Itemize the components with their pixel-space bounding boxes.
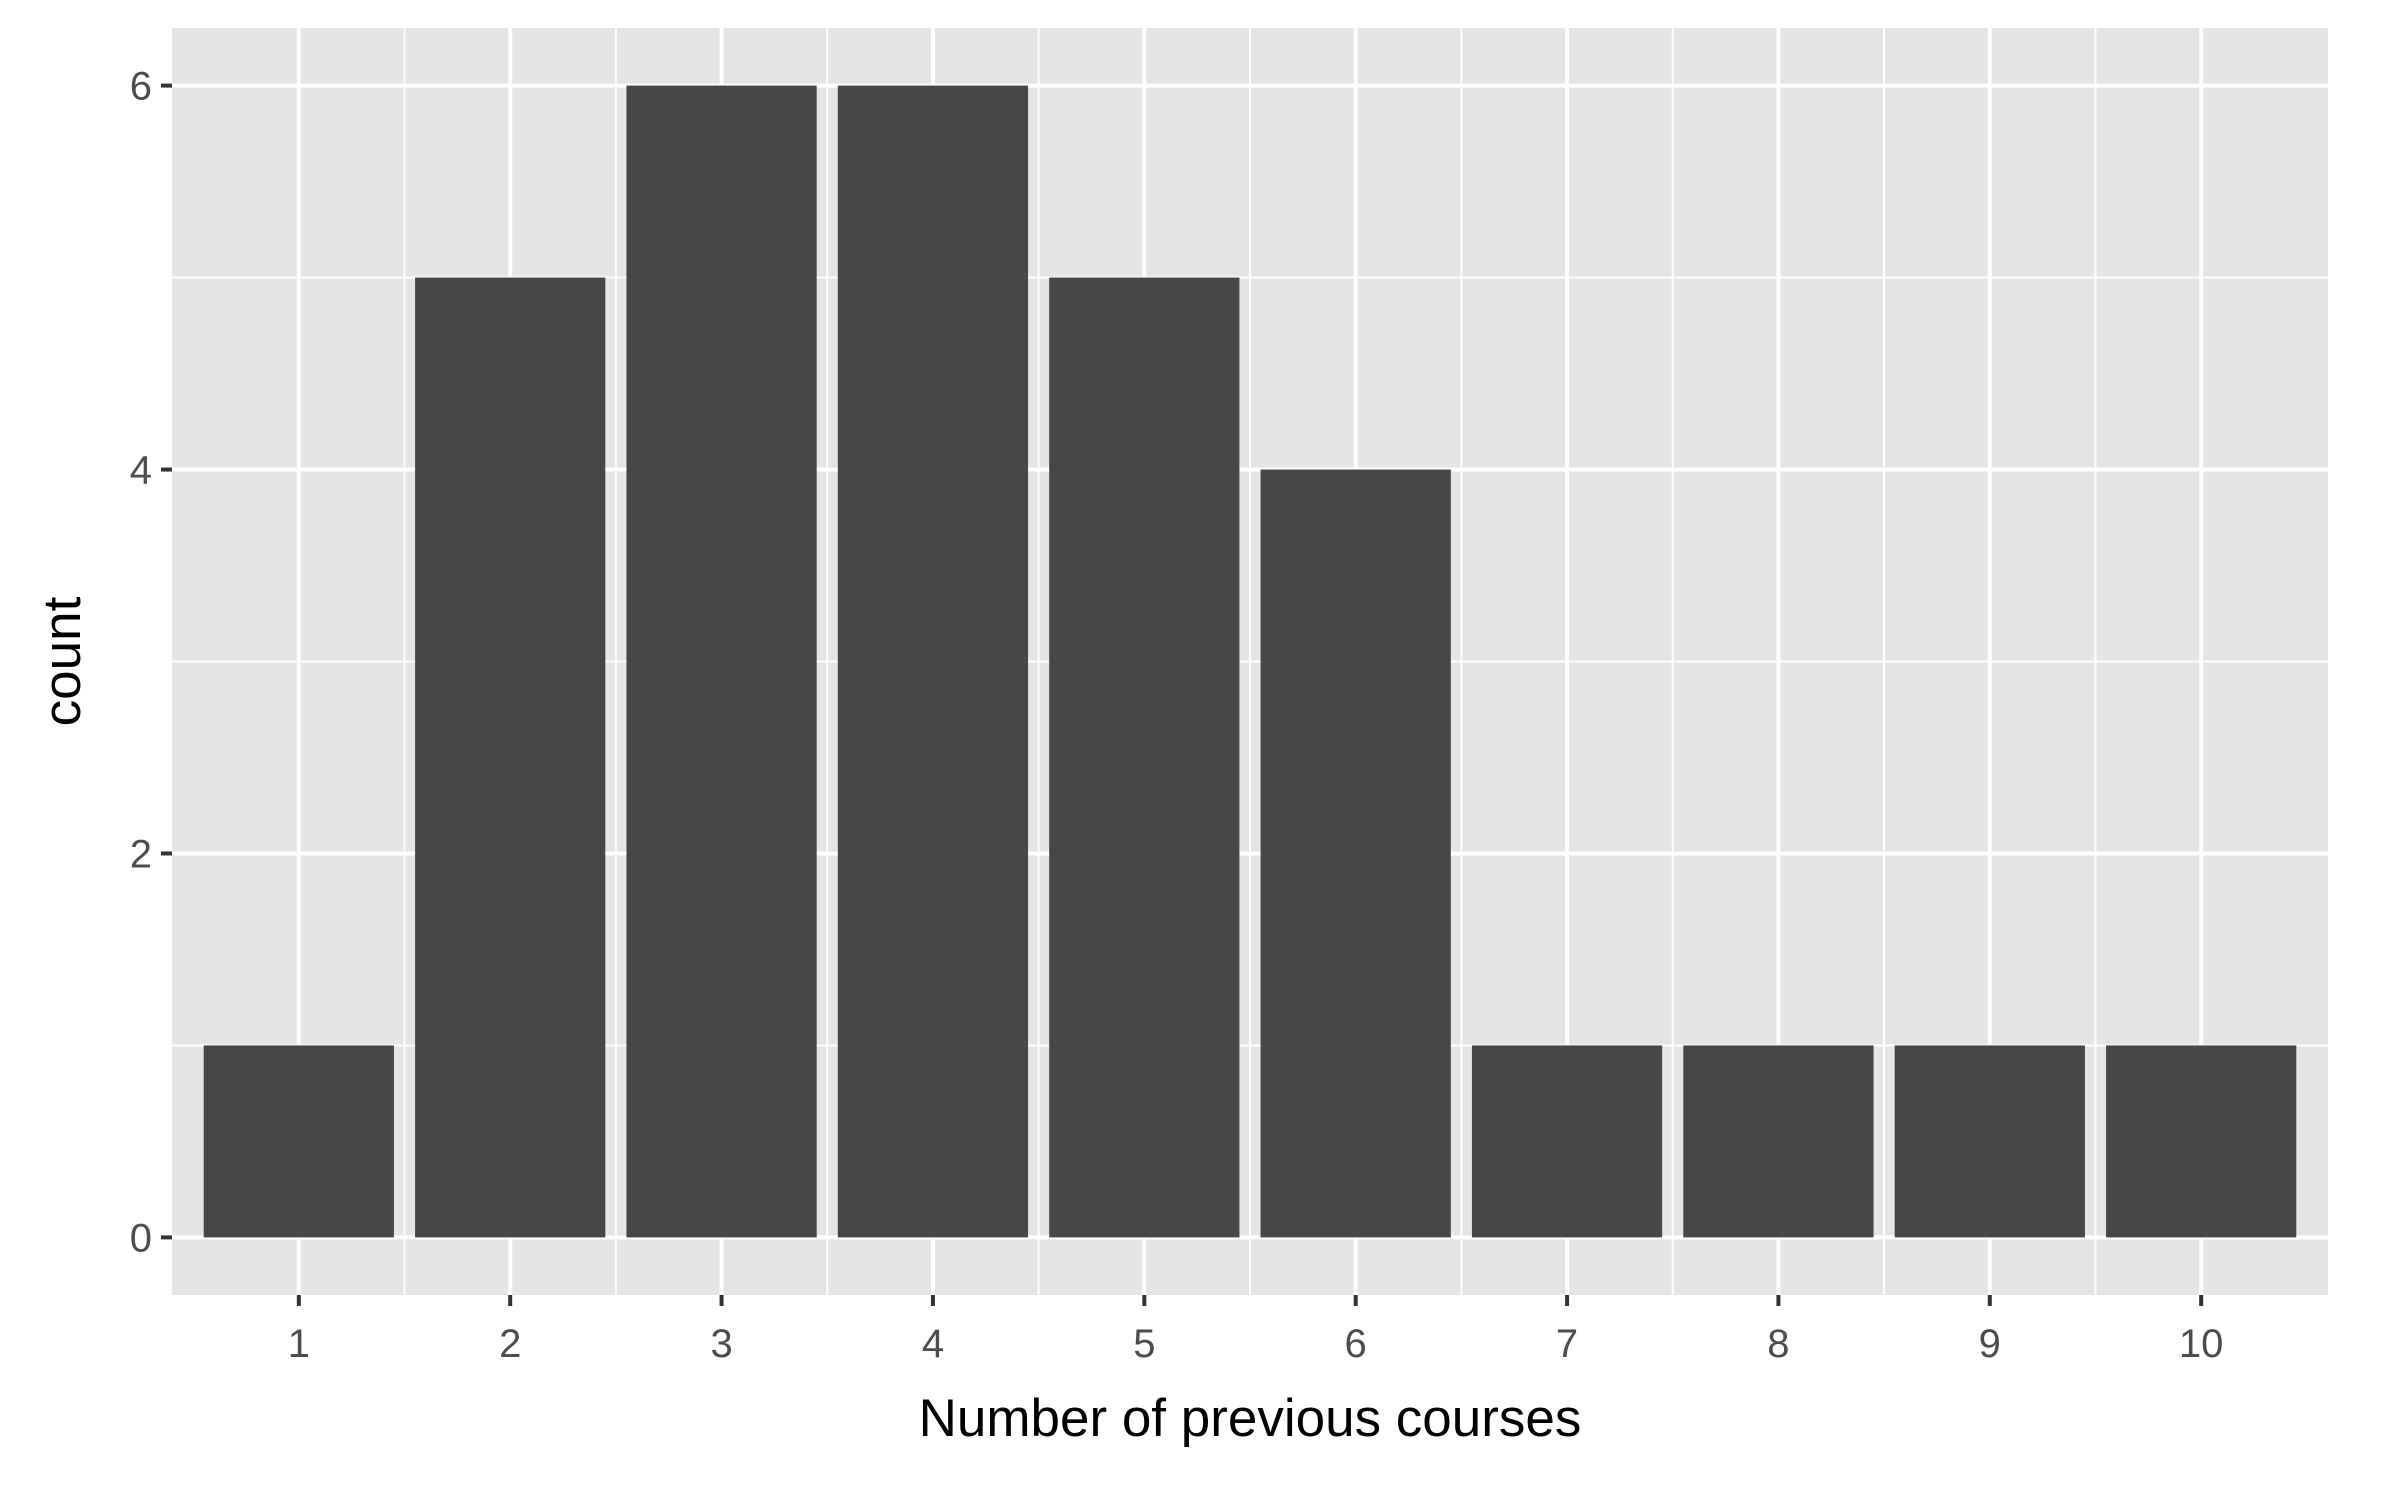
x-axis-title: Number of previous courses: [919, 1389, 1582, 1448]
x-tick-label: 1: [288, 1322, 310, 1366]
bar: [1260, 469, 1451, 1238]
x-tick-label: 2: [499, 1322, 521, 1366]
x-tick-label: 6: [1345, 1322, 1367, 1366]
x-axis: 1 2 3 4 5 6 7 8 9 10: [288, 1295, 2224, 1366]
bar: [1894, 1045, 2085, 1238]
y-tick-label: 2: [130, 832, 152, 876]
x-tick-label: 3: [710, 1322, 732, 1366]
bar: [1683, 1045, 1874, 1238]
y-axis: 0 2 4 6: [130, 65, 172, 1260]
bar: [837, 85, 1029, 1238]
bar: [626, 85, 817, 1238]
bar: [1471, 1045, 1663, 1238]
bar: [203, 1045, 394, 1238]
x-tick-label: 5: [1133, 1322, 1155, 1366]
y-tick-label: 0: [130, 1216, 152, 1260]
x-tick-label: 7: [1556, 1322, 1578, 1366]
y-axis-title: count: [33, 596, 92, 726]
x-tick-label: 10: [2179, 1322, 2224, 1366]
x-tick-label: 9: [1979, 1322, 2001, 1366]
x-tick-label: 8: [1767, 1322, 1789, 1366]
bar: [2106, 1045, 2297, 1238]
y-tick-label: 4: [130, 449, 152, 493]
bars: [203, 85, 2297, 1238]
bar: [1049, 277, 1240, 1238]
x-tick-label: 4: [922, 1322, 944, 1366]
y-tick-label: 6: [130, 65, 152, 109]
bar: [415, 277, 606, 1238]
